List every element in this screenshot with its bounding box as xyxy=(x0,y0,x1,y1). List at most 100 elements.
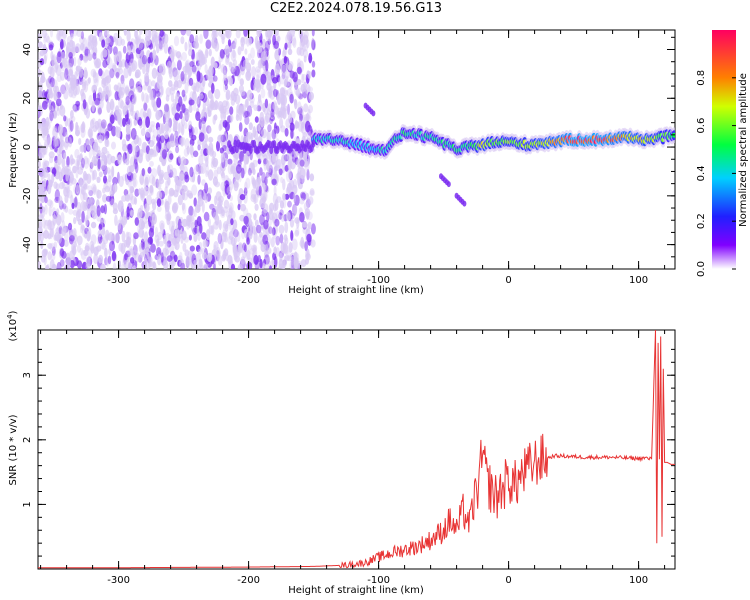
noise-speck xyxy=(297,158,304,170)
noise-speck xyxy=(134,252,140,263)
noise-speck xyxy=(201,179,206,186)
noise-speck xyxy=(120,242,126,255)
noise-speck xyxy=(151,67,158,79)
noise-speck xyxy=(79,53,84,61)
snr-y-label: SNR (10 * v/v) xyxy=(8,414,19,485)
trace-blip xyxy=(446,181,451,188)
noise-speck xyxy=(211,82,215,94)
noise-speck xyxy=(58,195,63,207)
noise-speck xyxy=(154,234,160,244)
snr-y-axis: 1 2 3 xyxy=(22,348,675,557)
noise-speck xyxy=(269,265,273,269)
noise-speck xyxy=(160,252,164,263)
noise-speck xyxy=(115,125,119,137)
noise-speck xyxy=(150,198,156,205)
noise-speck xyxy=(109,190,114,197)
noise-speck xyxy=(207,169,214,181)
noise-speck xyxy=(259,214,265,226)
noise-speck xyxy=(55,208,60,217)
noise-speck xyxy=(77,57,82,66)
noise-speck xyxy=(224,108,230,115)
noise-speck xyxy=(130,170,135,182)
noise-speck xyxy=(218,219,222,231)
noise-speck xyxy=(121,230,126,243)
noise-speck xyxy=(142,64,146,75)
noise-speck xyxy=(250,47,256,59)
noise-speck xyxy=(270,236,275,248)
noise-speck xyxy=(55,98,62,107)
noise-speck xyxy=(92,184,97,196)
noise-speck xyxy=(309,188,315,196)
noise-speck xyxy=(278,224,285,234)
noise-speck xyxy=(109,114,115,124)
noise-speck xyxy=(87,53,93,61)
noise-speck xyxy=(107,83,111,93)
noise-speck xyxy=(148,126,153,133)
noise-speck xyxy=(170,50,175,62)
noise-speck xyxy=(133,172,137,180)
colorbar-tick-label: 0.8 xyxy=(696,70,707,86)
noise-speck xyxy=(121,215,128,226)
noise-speck xyxy=(107,123,113,132)
noise-speck xyxy=(87,35,92,47)
noise-speck xyxy=(133,197,138,205)
noise-speck xyxy=(42,128,49,135)
x-tick-label: -100 xyxy=(367,575,390,586)
noise-speck xyxy=(229,256,233,266)
noise-speck xyxy=(264,250,269,258)
noise-speck xyxy=(290,230,294,241)
noise-speck xyxy=(296,78,302,86)
noise-speck xyxy=(54,60,59,70)
noise-speck xyxy=(294,194,300,206)
trace-blip xyxy=(371,110,376,117)
noise-speck xyxy=(254,116,259,123)
noise-speck xyxy=(88,189,94,197)
noise-speck xyxy=(211,151,217,158)
noise-speck xyxy=(255,66,261,73)
noise-speck xyxy=(172,98,177,108)
noise-speck xyxy=(223,69,227,81)
noise-speck xyxy=(300,236,305,249)
noise-speck xyxy=(245,250,252,261)
noise-speck xyxy=(83,249,89,257)
noise-speck xyxy=(247,167,252,176)
noise-speck xyxy=(93,253,99,265)
noise-speck xyxy=(173,80,179,88)
noise-speck xyxy=(43,169,49,178)
noise-speck xyxy=(156,247,162,257)
noise-speck xyxy=(213,30,219,38)
noise-speck xyxy=(40,170,44,182)
noise-speck xyxy=(84,217,89,227)
noise-speck xyxy=(282,243,288,254)
noise-speck xyxy=(49,113,53,124)
noise-speck xyxy=(242,242,247,251)
noise-speck xyxy=(93,78,99,88)
noise-speck xyxy=(213,263,216,269)
noise-speck xyxy=(48,75,52,84)
noise-speck xyxy=(149,256,153,268)
noise-speck xyxy=(279,233,284,244)
noise-speck xyxy=(287,170,293,180)
noise-speck xyxy=(255,69,261,79)
noise-speck xyxy=(126,239,130,249)
noise-speck xyxy=(250,162,254,171)
noise-speck xyxy=(112,64,117,73)
noise-speck xyxy=(109,68,115,79)
noise-speck xyxy=(64,139,69,151)
noise-speck xyxy=(164,123,170,133)
noise-speck xyxy=(300,83,306,93)
noise-speck xyxy=(79,177,83,188)
noise-speck xyxy=(291,238,298,251)
noise-speck xyxy=(192,150,199,158)
noise-speck xyxy=(47,243,53,249)
noise-speck xyxy=(237,245,241,255)
noise-speck xyxy=(268,226,273,235)
noise-speck xyxy=(224,121,230,132)
noise-speck xyxy=(85,242,90,252)
noise-speck xyxy=(294,204,298,215)
noise-speck xyxy=(150,243,156,253)
noise-speck xyxy=(101,242,107,251)
noise-speck xyxy=(101,226,106,236)
noise-speck xyxy=(208,48,212,57)
noise-speck xyxy=(112,234,116,242)
